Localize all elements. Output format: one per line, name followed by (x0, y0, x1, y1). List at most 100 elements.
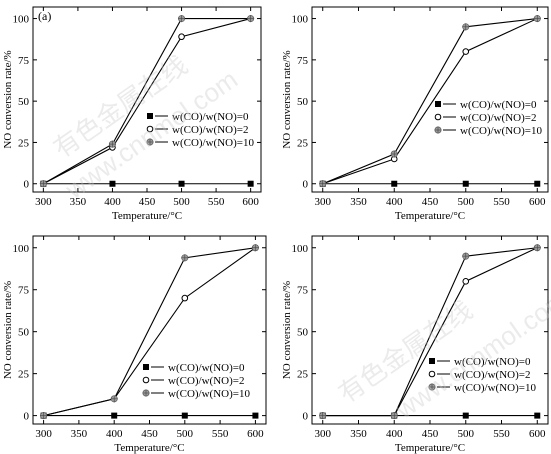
y-tick-label: 75 (297, 285, 309, 297)
legend-marker-1 (147, 113, 153, 119)
y-tick-label: 75 (297, 55, 309, 67)
data-point-s1-3 (178, 180, 185, 187)
y-tick-label: 50 (297, 327, 309, 339)
x-tick-label: 500 (177, 428, 194, 440)
legend-marker-3 (142, 389, 150, 397)
data-point-s3-4 (533, 244, 541, 252)
legend: w(CO)/w(NO)=0w(CO)/w(NO)=2w(CO)/w(NO)=10 (146, 111, 254, 149)
y-tick-label: 50 (18, 327, 30, 339)
legend-entry-1: w(CO)/w(NO)=0 (454, 356, 531, 368)
data-point-s3-3 (181, 254, 189, 262)
chart-panel-2: 300 350 400 450 500 550 600 0 25 50 75 100 Temperatu… (281, 6, 549, 222)
chart-panel-3: 300 350 400 450 500 550 600 0 25 50 75 100 Temperatu… (2, 235, 267, 454)
x-axis-label: Temperature/°C (114, 442, 184, 454)
legend: w(CO)/w(NO)=0w(CO)/w(NO)=2w(CO)/w(NO)=10 (428, 356, 536, 394)
x-tick-label: 550 (493, 196, 510, 208)
data-point-s1-3 (462, 180, 469, 187)
data-point-s1-3 (462, 412, 469, 419)
x-tick-label: 300 (314, 428, 331, 440)
series-line-3 (43, 18, 251, 185)
legend-entry-3: w(CO)/w(NO)=10 (168, 388, 250, 400)
x-tick-label: 350 (350, 428, 367, 440)
y-tick-label: 50 (297, 96, 309, 108)
y-axis-label: NO conversion rate/% (2, 281, 14, 379)
y-tick-label: 100 (13, 243, 30, 255)
data-point-s2-3 (178, 33, 185, 41)
x-tick-label: 400 (104, 196, 121, 208)
x-tick-label: 400 (386, 196, 403, 208)
legend-entry-1: w(CO)/w(NO)=0 (172, 111, 249, 123)
y-tick-label: 0 (24, 411, 30, 423)
data-point-s1-2 (111, 412, 118, 419)
legend-marker-2 (146, 125, 154, 133)
x-tick-label: 350 (70, 196, 87, 208)
x-tick-label: 550 (208, 196, 225, 208)
data-point-s2-3 (462, 278, 470, 285)
data-point-s2-3 (462, 48, 470, 55)
y-axis-label: NO conversion rate/% (281, 281, 293, 379)
legend-entry-2: w(CO)/w(NO)=2 (454, 369, 530, 381)
legend-entry-3: w(CO)/w(NO)=10 (454, 382, 536, 394)
data-point-s3-1 (39, 180, 47, 188)
y-tick-label: 75 (18, 285, 30, 297)
x-tick-label: 500 (173, 196, 190, 208)
x-tick-label: 450 (422, 428, 439, 440)
x-tick-label: 300 (35, 428, 52, 440)
y-tick-label: 25 (18, 137, 30, 149)
x-axis-label: Temperature/°C (112, 210, 182, 222)
series-line-3 (322, 18, 538, 185)
legend-entry-2: w(CO)/w(NO)=2 (168, 375, 244, 387)
legend: w(CO)/w(NO)=0w(CO)/w(NO)=2w(CO)/w(NO)=10 (434, 99, 542, 137)
y-axis-label: NO conversion rate/% (281, 50, 293, 148)
x-tick-label: 450 (139, 196, 156, 208)
data-point-s3-1 (40, 412, 48, 420)
y-tick-label: 0 (303, 179, 309, 191)
data-point-s3-2 (390, 150, 398, 158)
series-line-3 (43, 247, 256, 417)
legend-marker-1 (435, 101, 441, 107)
legend-marker-3 (146, 138, 154, 146)
y-tick-label: 25 (18, 369, 30, 381)
x-axis-label: Temperature/°C (395, 210, 465, 222)
data-point-s3-3 (462, 252, 470, 260)
legend-marker-3 (428, 383, 436, 391)
x-tick-label: 500 (458, 428, 475, 440)
legend-entry-3: w(CO)/w(NO)=10 (172, 137, 254, 149)
x-tick-label: 300 (35, 196, 52, 208)
data-point-s1-3 (181, 412, 188, 419)
legend-marker-2 (434, 113, 442, 121)
x-tick-label: 350 (71, 428, 88, 440)
legend-marker-1 (143, 364, 149, 370)
y-tick-label: 50 (18, 96, 30, 108)
x-tick-label: 600 (529, 196, 546, 208)
x-axis-label: Temperature/°C (395, 442, 465, 454)
data-point-s1-4 (252, 412, 259, 419)
data-point-s3-1 (319, 180, 327, 188)
data-point-s3-2 (108, 140, 116, 148)
series-line-2 (43, 18, 251, 185)
x-tick-label: 450 (422, 196, 439, 208)
legend-marker-3 (434, 126, 442, 134)
y-tick-label: 100 (13, 14, 30, 26)
y-tick-label: 100 (292, 14, 309, 26)
data-point-s1-4 (534, 412, 541, 419)
data-point-s3-3 (178, 15, 186, 23)
x-tick-label: 500 (458, 196, 475, 208)
x-tick-label: 350 (350, 196, 367, 208)
legend-entry-3: w(CO)/w(NO)=10 (460, 125, 542, 137)
y-tick-label: 25 (297, 137, 309, 149)
panel-label: (a) (38, 9, 51, 23)
legend-entry-2: w(CO)/w(NO)=2 (460, 112, 536, 124)
y-axis-label: NO conversion rate/% (2, 50, 14, 148)
x-tick-label: 600 (242, 196, 259, 208)
legend-marker-2 (142, 376, 150, 384)
x-tick-label: 400 (386, 428, 403, 440)
data-point-s3-1 (319, 412, 327, 420)
x-tick-label: 600 (247, 428, 264, 440)
legend-marker-1 (429, 358, 435, 364)
y-tick-label: 0 (303, 411, 309, 423)
x-tick-label: 550 (212, 428, 229, 440)
legend-marker-2 (428, 370, 436, 378)
data-point-s3-2 (110, 395, 118, 403)
